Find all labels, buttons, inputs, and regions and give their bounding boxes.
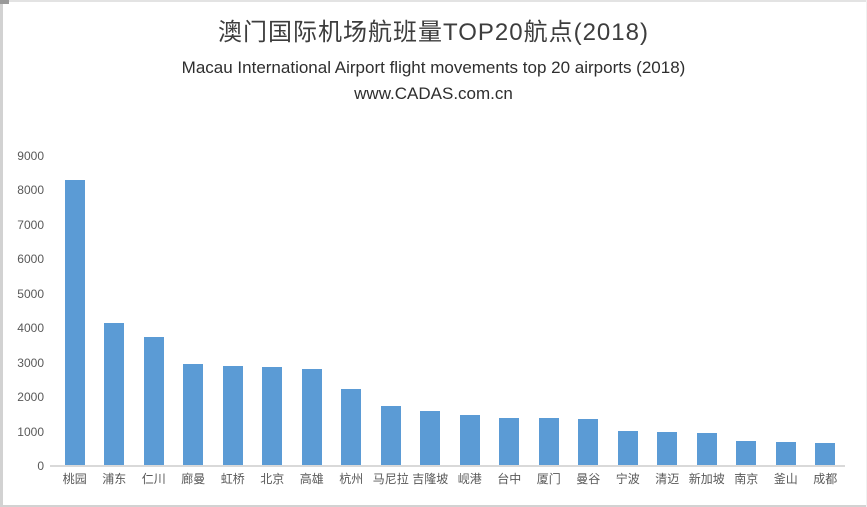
chart-subtitle: Macau International Airport flight movem…	[181, 58, 686, 77]
y-tick-1000: 1000	[17, 424, 44, 439]
y-tick-4000: 4000	[17, 321, 44, 336]
bar-8	[341, 388, 362, 466]
y-tick-3000: 3000	[17, 355, 44, 370]
x-tick-7: 高雄	[299, 472, 324, 486]
x-tick-17: 新加坡	[688, 472, 725, 486]
y-tick-9000: 9000	[17, 149, 44, 163]
bar-slot-8	[332, 156, 372, 466]
bar-10	[420, 410, 441, 466]
x-tick-14: 曼谷	[576, 472, 601, 486]
x-axis: 桃园 浦东 仁川 廊曼 虹桥 北京 高雄 杭州 马尼拉 吉隆坡 岘港 台中 厦门 曼谷 宁波 清迈 新加坡 南京釜…	[55, 471, 845, 487]
bar-17	[696, 433, 717, 466]
chart-watermark: www.CADAS.com.cn	[354, 84, 513, 103]
bar-7	[301, 368, 322, 466]
bar-4	[183, 364, 204, 466]
bar-slot-15	[608, 156, 648, 466]
bar-slot-2	[95, 156, 135, 466]
x-tick-20: 成都	[813, 472, 838, 486]
y-axis: 0 1000 2000 3000 4000 5000 6000 7000 8000 9000	[0, 149, 44, 473]
bar-2	[104, 323, 125, 466]
y-tick-7000: 7000	[17, 217, 44, 232]
x-tick-4: 廊曼	[181, 472, 206, 486]
x-tick-18: 南京	[734, 472, 759, 486]
bar-slot-19	[766, 156, 806, 466]
bar-1	[64, 180, 85, 466]
bar-slot-5	[213, 156, 253, 466]
bar-18	[736, 440, 757, 466]
x-tick-13: 厦门	[536, 472, 561, 486]
x-tick-15: 宁波	[615, 472, 640, 486]
screen-edge-left	[0, 0, 3, 507]
x-tick-3: 仁川	[141, 472, 166, 486]
y-tick-0: 0	[37, 459, 44, 473]
bar-slot-7	[292, 156, 332, 466]
x-tick-10: 吉隆坡	[412, 472, 449, 486]
bar-slot-9	[371, 156, 411, 466]
x-tick-11: 岘港	[457, 472, 482, 486]
bar-slot-3	[134, 156, 174, 466]
bar-slot-18	[727, 156, 767, 466]
x-tick-2: 浦东	[102, 472, 127, 486]
bar-9	[380, 405, 401, 466]
x-tick-6: 北京	[260, 472, 285, 486]
bar-20	[815, 442, 836, 466]
bar-slot-17	[687, 156, 727, 466]
bar-slot-16	[648, 156, 688, 466]
bar-slot-4	[174, 156, 214, 466]
bar-6	[262, 367, 283, 466]
bar-14	[578, 418, 599, 466]
bar-15	[617, 430, 638, 466]
bar-slot-13	[529, 156, 569, 466]
y-tick-8000: 8000	[17, 183, 44, 198]
x-tick-1: 桃园	[62, 472, 87, 486]
bar-slot-12	[490, 156, 530, 466]
x-tick-5: 虹桥	[220, 472, 245, 486]
x-axis-baseline	[50, 465, 845, 467]
bar-slot-1	[55, 156, 95, 466]
bar-12	[499, 417, 520, 466]
bar-13	[538, 418, 559, 466]
screen-edge-top	[0, 0, 867, 2]
x-tick-19: 釜山	[773, 472, 798, 486]
bar-5	[222, 366, 243, 466]
bar-16	[657, 431, 678, 466]
bar-slot-6	[253, 156, 293, 466]
y-tick-2000: 2000	[17, 390, 44, 405]
x-tick-8: 杭州	[339, 472, 364, 486]
bar-19	[775, 441, 796, 466]
screen-edge-bottom	[0, 505, 867, 507]
chart-header: 澳门国际机场航班量TOP20航点(2018) Macau Internation…	[0, 18, 867, 104]
y-tick-6000: 6000	[17, 252, 44, 267]
x-tick-12: 台中	[497, 472, 522, 486]
x-tick-9: 马尼拉	[372, 472, 409, 486]
chart-title: 澳门国际机场航班量TOP20航点(2018)	[218, 19, 649, 46]
bar-slot-10	[411, 156, 451, 466]
screen-edge-corner	[0, 0, 9, 4]
bar-slot-20	[806, 156, 846, 466]
plot-area	[55, 156, 845, 466]
y-tick-5000: 5000	[17, 286, 44, 301]
bar-3	[143, 336, 164, 466]
x-tick-16: 清迈	[655, 472, 680, 486]
bar-slot-11	[450, 156, 490, 466]
bar-slot-14	[569, 156, 609, 466]
bar-11	[459, 414, 480, 466]
